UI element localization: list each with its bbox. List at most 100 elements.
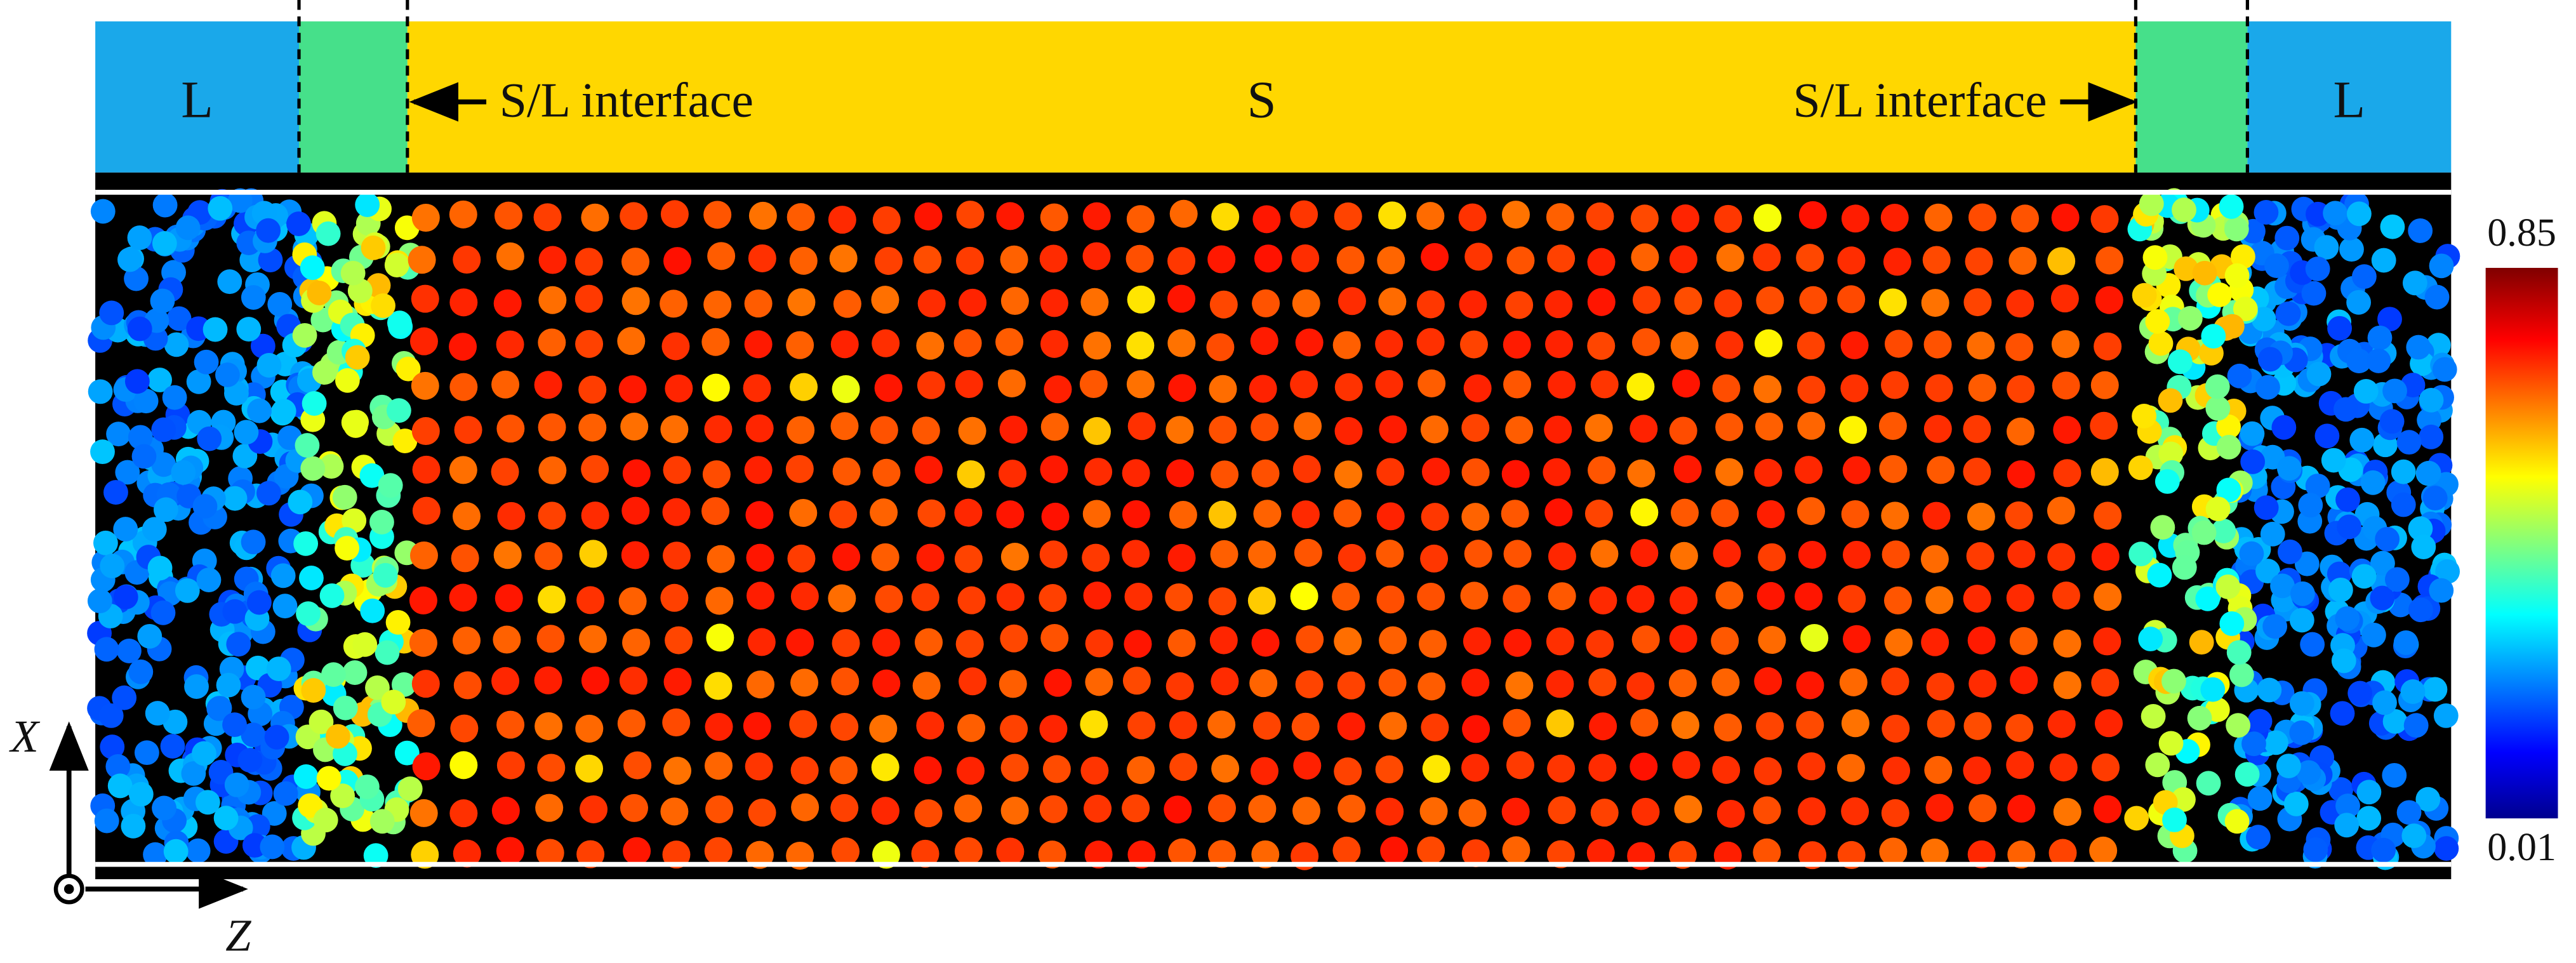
particle xyxy=(832,375,860,404)
particle xyxy=(1922,246,1951,274)
particle xyxy=(2196,771,2221,796)
particle xyxy=(789,710,818,738)
particle xyxy=(1672,751,1701,780)
particle xyxy=(2335,487,2360,512)
particle xyxy=(2391,459,2416,484)
particle xyxy=(152,192,178,218)
particle xyxy=(2007,540,2036,568)
particle xyxy=(831,667,860,696)
particle xyxy=(411,840,439,869)
particle xyxy=(1795,582,1823,611)
particle xyxy=(1209,290,1238,319)
particle xyxy=(701,497,730,526)
particle xyxy=(262,801,287,826)
particle xyxy=(256,353,282,378)
particle xyxy=(623,751,652,780)
particle xyxy=(1082,202,1111,230)
particle xyxy=(1712,374,1741,402)
particle xyxy=(2377,307,2402,332)
particle xyxy=(246,590,272,615)
particle xyxy=(147,555,173,581)
particle xyxy=(998,460,1026,488)
particle xyxy=(1883,586,1912,614)
particle xyxy=(2257,347,2283,372)
region-label: S/L interface xyxy=(500,72,754,127)
particle xyxy=(580,795,608,823)
particle xyxy=(832,457,861,486)
particle xyxy=(1040,413,1069,441)
particle xyxy=(1127,711,1156,740)
particle xyxy=(1082,543,1110,572)
particle xyxy=(99,300,124,326)
particle xyxy=(1169,753,1198,781)
particle xyxy=(916,331,945,360)
particle xyxy=(1798,540,1826,569)
particle xyxy=(579,540,607,568)
particle xyxy=(241,529,266,555)
particle xyxy=(1294,412,1322,441)
particle xyxy=(1799,286,1828,314)
particle xyxy=(1209,626,1238,654)
particle xyxy=(1798,797,1826,826)
particle xyxy=(1459,290,1487,319)
particle xyxy=(2306,361,2332,387)
particle xyxy=(704,837,733,865)
particle xyxy=(534,371,562,399)
particle xyxy=(1376,502,1405,531)
particle xyxy=(121,813,146,839)
particle xyxy=(491,797,520,825)
particle xyxy=(1797,497,1826,526)
particle xyxy=(1167,628,1196,657)
particle xyxy=(1038,840,1066,869)
particle xyxy=(1715,458,1744,486)
particle xyxy=(493,289,522,317)
particle xyxy=(152,795,176,821)
particle xyxy=(1337,671,1365,700)
interface-region xyxy=(2135,21,2248,173)
particle xyxy=(2008,246,2037,275)
particle xyxy=(1969,794,1997,823)
particle xyxy=(2234,762,2260,787)
particle xyxy=(2401,823,2427,849)
particle xyxy=(270,563,296,588)
particle xyxy=(663,247,692,276)
particle xyxy=(2219,611,2245,636)
particle xyxy=(621,248,650,276)
particle xyxy=(332,484,357,510)
particle xyxy=(870,498,898,527)
particle xyxy=(1503,585,1531,613)
particle xyxy=(378,473,403,498)
particle xyxy=(386,398,411,423)
particle xyxy=(916,711,945,740)
particle xyxy=(359,463,385,488)
particle xyxy=(1080,756,1109,785)
particle xyxy=(705,587,734,615)
particle xyxy=(133,389,159,414)
particle xyxy=(1674,795,1703,823)
particle xyxy=(1503,628,1532,657)
particle xyxy=(1753,757,1782,785)
particle xyxy=(1588,668,1617,696)
particle xyxy=(1753,204,1782,232)
particle xyxy=(996,837,1025,866)
particle xyxy=(2372,690,2397,715)
particle xyxy=(663,456,691,484)
particle xyxy=(2382,762,2407,788)
particle xyxy=(1967,331,1995,360)
particle xyxy=(295,433,320,458)
particle xyxy=(2429,253,2454,279)
particle xyxy=(1630,498,1659,527)
particle xyxy=(245,655,270,681)
particle xyxy=(2091,668,2120,697)
particle xyxy=(2305,256,2330,281)
particle xyxy=(789,246,818,275)
particle xyxy=(1167,247,1196,276)
particle xyxy=(2090,458,2119,486)
particle xyxy=(452,502,481,531)
particle xyxy=(1080,288,1109,316)
particle xyxy=(2091,543,2120,571)
particles xyxy=(87,188,2460,870)
particle xyxy=(1546,670,1574,698)
particle xyxy=(234,420,259,445)
particle xyxy=(2094,583,2122,611)
